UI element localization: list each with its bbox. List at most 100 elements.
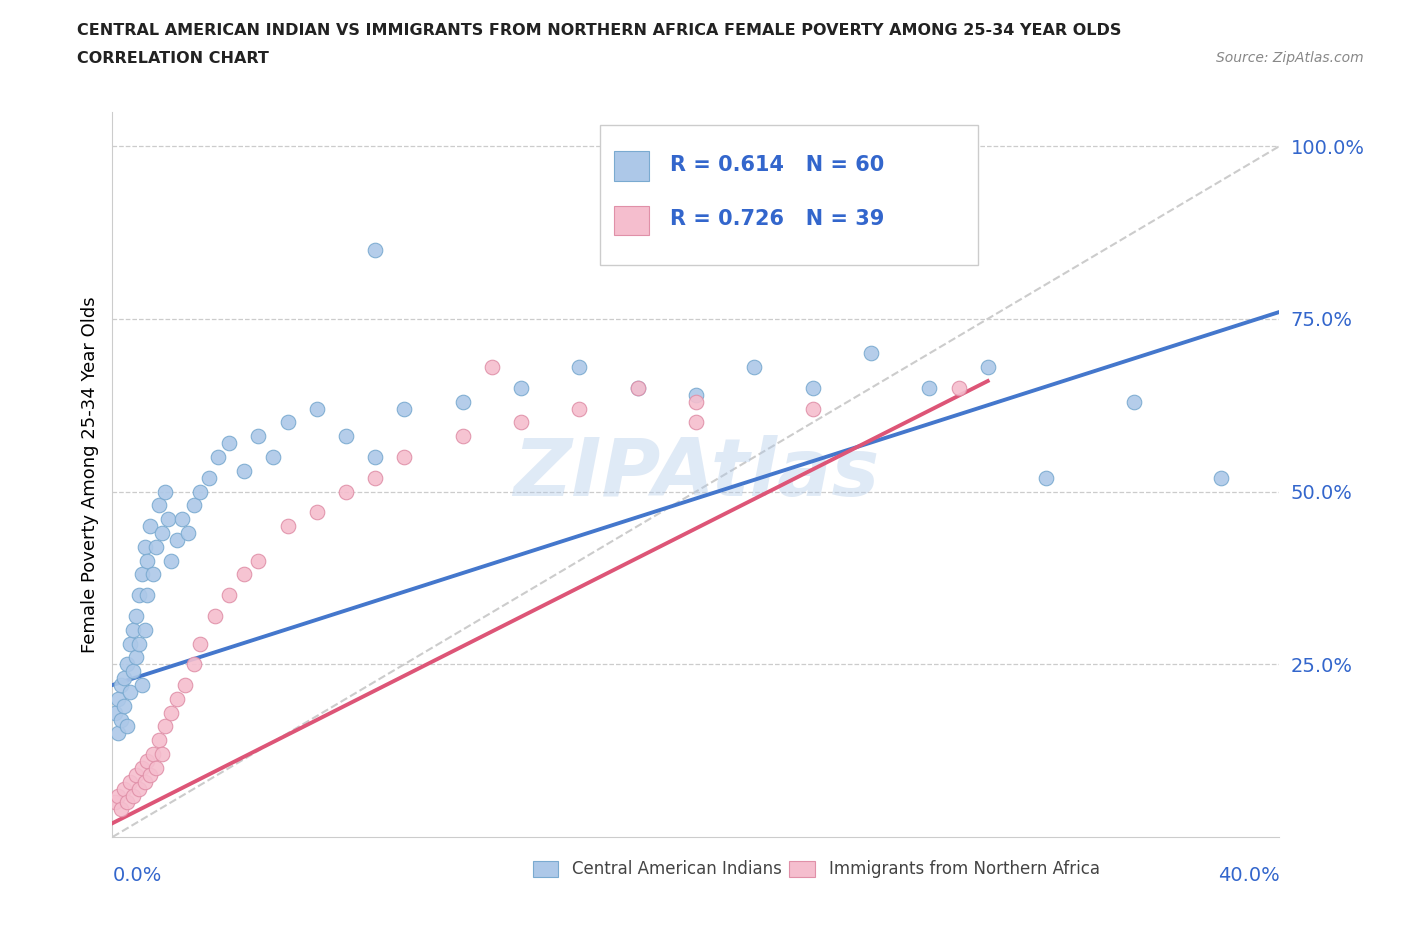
Point bbox=[509, 415, 531, 430]
Point bbox=[125, 608, 148, 623]
Point bbox=[262, 449, 284, 464]
Point bbox=[627, 380, 650, 395]
FancyBboxPatch shape bbox=[614, 152, 650, 180]
Point bbox=[451, 429, 474, 444]
Point bbox=[685, 394, 707, 409]
Point bbox=[136, 553, 159, 568]
Point bbox=[134, 622, 156, 637]
Point bbox=[188, 636, 211, 651]
Point bbox=[364, 243, 387, 258]
Point bbox=[335, 429, 357, 444]
Point bbox=[160, 705, 183, 720]
Point bbox=[509, 380, 531, 395]
Point bbox=[110, 712, 132, 727]
Point bbox=[166, 533, 188, 548]
Point bbox=[394, 401, 416, 416]
Point bbox=[118, 636, 141, 651]
Point bbox=[139, 767, 162, 782]
Point bbox=[166, 691, 188, 706]
Point bbox=[145, 539, 167, 554]
Point bbox=[128, 781, 150, 796]
Point bbox=[568, 360, 591, 375]
Point bbox=[131, 678, 153, 693]
Point bbox=[104, 705, 127, 720]
Point bbox=[1035, 471, 1057, 485]
Point bbox=[153, 485, 176, 499]
Point bbox=[247, 553, 270, 568]
Point bbox=[685, 388, 707, 403]
Point bbox=[976, 360, 998, 375]
Point bbox=[142, 567, 165, 582]
Point bbox=[115, 795, 138, 810]
Point bbox=[801, 401, 824, 416]
Point bbox=[115, 657, 138, 671]
Point bbox=[125, 650, 148, 665]
Point bbox=[150, 525, 173, 540]
Point bbox=[174, 678, 197, 693]
Point bbox=[148, 733, 170, 748]
Point bbox=[110, 802, 132, 817]
Point bbox=[1122, 394, 1144, 409]
Text: Central American Indians: Central American Indians bbox=[572, 860, 782, 878]
Point bbox=[145, 761, 167, 776]
Point bbox=[232, 463, 254, 478]
Point bbox=[451, 394, 474, 409]
Point bbox=[860, 173, 883, 188]
Point bbox=[122, 622, 145, 637]
Point bbox=[305, 401, 328, 416]
Point bbox=[204, 608, 226, 623]
Point bbox=[801, 380, 824, 395]
Point bbox=[197, 471, 219, 485]
Point bbox=[948, 380, 970, 395]
Point bbox=[1209, 471, 1232, 485]
Point bbox=[160, 553, 183, 568]
Point bbox=[136, 588, 159, 603]
FancyBboxPatch shape bbox=[533, 861, 558, 877]
Point bbox=[104, 795, 127, 810]
Point bbox=[218, 588, 240, 603]
Point bbox=[918, 380, 941, 395]
Y-axis label: Female Poverty Among 25-34 Year Olds: Female Poverty Among 25-34 Year Olds bbox=[80, 296, 98, 653]
Point bbox=[107, 726, 129, 741]
Point bbox=[118, 684, 141, 699]
Point bbox=[118, 775, 141, 790]
Point bbox=[364, 449, 387, 464]
Point bbox=[335, 485, 357, 499]
Point bbox=[112, 781, 135, 796]
Point bbox=[148, 498, 170, 512]
Point bbox=[860, 346, 883, 361]
Point bbox=[122, 788, 145, 803]
Text: CENTRAL AMERICAN INDIAN VS IMMIGRANTS FROM NORTHERN AFRICA FEMALE POVERTY AMONG : CENTRAL AMERICAN INDIAN VS IMMIGRANTS FR… bbox=[77, 23, 1122, 38]
Point bbox=[142, 747, 165, 762]
Point bbox=[183, 498, 205, 512]
Point bbox=[394, 449, 416, 464]
Text: 0.0%: 0.0% bbox=[112, 866, 162, 885]
Point bbox=[136, 753, 159, 768]
Point bbox=[172, 512, 194, 526]
Point bbox=[156, 512, 179, 526]
Point bbox=[115, 719, 138, 734]
FancyBboxPatch shape bbox=[600, 125, 979, 265]
Text: 40.0%: 40.0% bbox=[1218, 866, 1279, 885]
Text: Source: ZipAtlas.com: Source: ZipAtlas.com bbox=[1216, 51, 1364, 65]
Point bbox=[153, 719, 176, 734]
FancyBboxPatch shape bbox=[789, 861, 815, 877]
Text: CORRELATION CHART: CORRELATION CHART bbox=[77, 51, 269, 66]
Point bbox=[183, 657, 205, 671]
Point bbox=[232, 567, 254, 582]
Text: R = 0.614   N = 60: R = 0.614 N = 60 bbox=[671, 154, 884, 175]
Point bbox=[107, 691, 129, 706]
Point bbox=[150, 747, 173, 762]
Point bbox=[139, 519, 162, 534]
Point bbox=[125, 767, 148, 782]
Point bbox=[122, 664, 145, 679]
Point bbox=[247, 429, 270, 444]
Point bbox=[364, 471, 387, 485]
Point bbox=[128, 588, 150, 603]
Text: ZIPAtlas: ZIPAtlas bbox=[513, 435, 879, 513]
Point bbox=[128, 636, 150, 651]
Point bbox=[276, 519, 298, 534]
Point bbox=[481, 360, 503, 375]
Point bbox=[131, 567, 153, 582]
Text: R = 0.726   N = 39: R = 0.726 N = 39 bbox=[671, 209, 884, 229]
